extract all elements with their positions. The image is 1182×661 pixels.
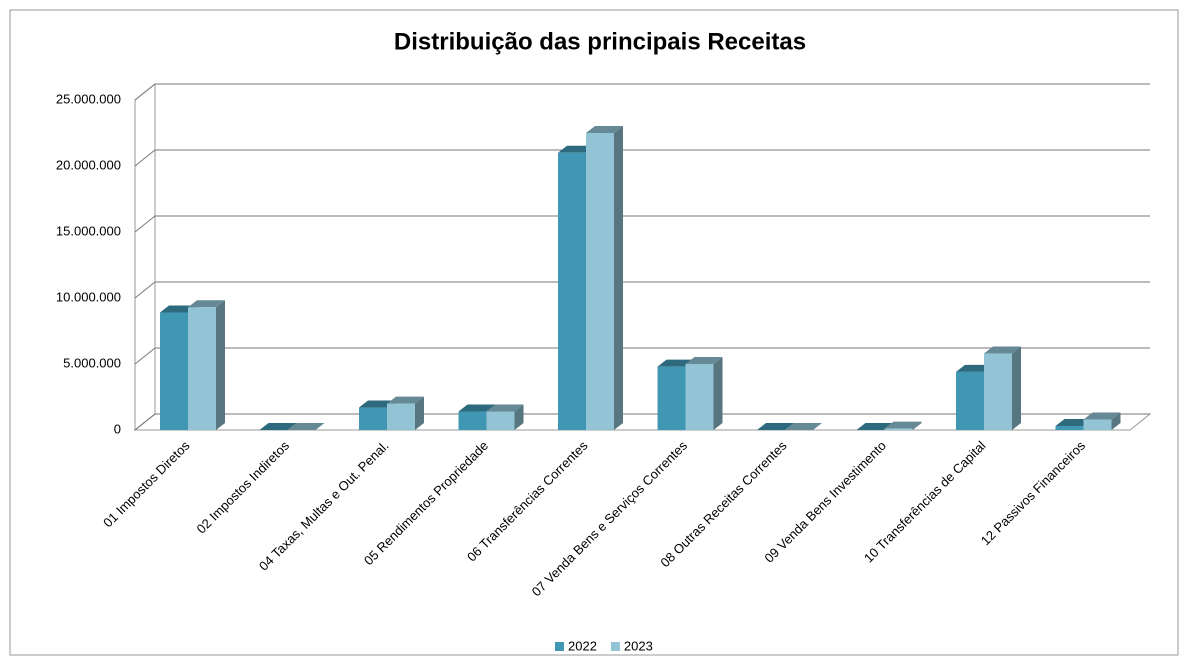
bar-front [685, 364, 714, 430]
bar [984, 346, 1021, 430]
bar-top [188, 300, 225, 308]
bar [586, 126, 623, 430]
bar-top [956, 364, 993, 372]
bar-top [785, 423, 822, 430]
bar-side [1111, 412, 1121, 430]
bar-front [586, 133, 614, 430]
legend-label: 2022 [568, 638, 597, 653]
y-tick-label: 15.000.000 [56, 223, 121, 238]
grid-line [134, 281, 1150, 299]
grid-line [134, 215, 1150, 233]
bar [856, 423, 894, 430]
legend-label: 2023 [624, 638, 653, 653]
bar-front [359, 407, 387, 430]
bar-front [160, 312, 188, 430]
bar-top [856, 423, 894, 430]
bar [259, 423, 297, 430]
bar-top [586, 126, 623, 133]
bar-top [884, 421, 922, 429]
bar-side [415, 396, 424, 430]
bar [287, 423, 325, 430]
bar-front [486, 411, 515, 430]
bar-front [884, 428, 913, 430]
bar-top [757, 423, 794, 430]
bar-top [458, 404, 496, 412]
bar-top [984, 346, 1021, 354]
chart-title: Distribuição das principais Receitas [394, 28, 806, 55]
bar [884, 421, 922, 430]
bar-front [956, 371, 984, 430]
bar [486, 404, 524, 430]
bar-front [558, 152, 586, 431]
bar-side [912, 421, 922, 430]
bar-top [486, 404, 524, 412]
bar-front [387, 403, 415, 430]
bar [785, 423, 822, 430]
bar-side [713, 357, 723, 430]
grid-line [134, 413, 1150, 431]
bar-front [984, 353, 1012, 430]
bar-side [1012, 346, 1021, 430]
bar-top [1083, 412, 1121, 420]
y-tick-label: 20.000.000 [56, 157, 121, 172]
bar-front [458, 411, 487, 430]
y-tick-label: 5.000.000 [63, 355, 121, 370]
grid-line [134, 149, 1150, 167]
bar-top [685, 357, 723, 364]
bar [387, 396, 424, 430]
bar [188, 300, 225, 430]
grid-line [134, 347, 1150, 365]
bar-side [216, 300, 225, 430]
bar-top [387, 396, 424, 404]
bar-front [1083, 419, 1112, 430]
bar-top [1055, 419, 1093, 427]
bar-top [657, 359, 695, 367]
bar-front [657, 366, 686, 430]
bar-side [514, 404, 524, 430]
bar-front [188, 307, 216, 430]
legend-swatch [555, 642, 564, 651]
bar-front [1055, 426, 1084, 430]
bar [1083, 412, 1121, 430]
bar [757, 423, 794, 430]
bar-top [359, 400, 396, 408]
y-tick-label: 0 [114, 421, 121, 436]
bar-top [558, 145, 595, 153]
bar-side [614, 126, 623, 430]
bar-top [287, 423, 325, 430]
grid-line [134, 83, 1150, 101]
y-tick-label: 10.000.000 [56, 289, 121, 304]
y-tick-label: 25.000.000 [56, 91, 121, 106]
legend-swatch [610, 642, 620, 651]
bar [685, 357, 723, 430]
bar-top [160, 305, 197, 313]
bar-top [259, 423, 297, 430]
